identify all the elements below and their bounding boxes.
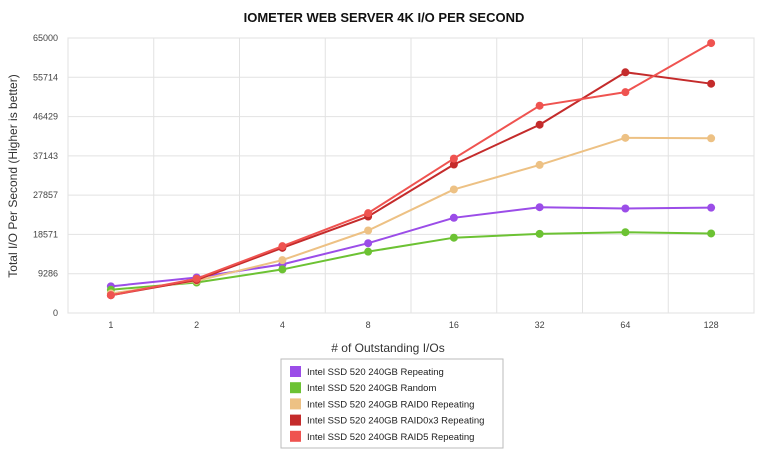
data-point [535,203,544,212]
data-point [449,185,458,194]
data-point [707,203,716,212]
legend-swatch [290,398,301,410]
data-point [707,39,716,48]
data-point [621,228,630,237]
legend-label: Intel SSD 520 240GB Repeating [307,367,444,378]
series-group [106,228,716,294]
y-tick-label: 0 [53,308,58,318]
data-point [278,256,287,265]
data-point [535,120,544,129]
data-point [535,229,544,238]
chart-legend: Intel SSD 520 240GB Repeating Intel SSD 5… [280,358,504,449]
y-tick-label: 46429 [33,112,58,122]
legend-label: Intel SSD 520 240GB RAID0 Repeating [307,399,474,410]
y-tick-label: 37143 [33,151,58,161]
x-tick-label: 8 [366,320,371,330]
data-point [621,88,630,97]
y-tick-label: 55714 [33,72,58,82]
data-point [707,229,716,238]
data-point [278,265,287,274]
chart-series [106,39,716,300]
data-point [364,247,373,256]
series-line [110,71,712,297]
data-point [621,133,630,142]
x-axis-label: # of Outstanding I/Os [331,341,444,355]
x-tick-label: 1 [108,320,113,330]
legend-swatch [290,366,301,377]
y-tick-label: 9286 [38,269,58,279]
series-line [110,42,712,297]
data-point [449,154,458,163]
chart-grid [67,37,755,314]
x-tick-label: 64 [620,320,630,330]
y-axis-ticks: 0 9286 18571 27857 37143 46429 55714 65000 [33,33,58,318]
x-tick-label: 2 [194,320,199,330]
legend-label: Intel SSD 520 240GB RAID0x3 Repeating [307,416,484,427]
data-point [449,233,458,242]
data-point [707,79,716,88]
x-axis-ticks: 1 2 4 8 16 32 64 128 [108,320,718,330]
legend-swatch [290,430,301,442]
y-tick-label: 65000 [33,33,58,43]
data-point [621,204,630,213]
data-point [364,209,373,218]
series-group [106,39,716,300]
x-tick-label: 32 [535,320,545,330]
y-axis-label: Total I/O Per Second (Higher is better) [6,74,20,277]
legend-swatch [290,382,301,394]
legend-box [280,358,504,449]
data-point [364,226,373,235]
data-point [707,134,716,143]
legend-label: Intel SSD 520 240GB Random [307,383,436,394]
series-line [110,136,712,295]
y-tick-label: 27857 [33,190,58,200]
series-line [110,231,712,291]
x-tick-label: 128 [704,320,719,330]
data-point [449,213,458,222]
data-point [621,68,630,77]
y-tick-label: 18571 [33,229,58,239]
data-point [535,101,544,110]
data-point [278,242,287,251]
data-point [192,274,201,283]
legend-swatch [290,414,301,426]
legend-label: Intel SSD 520 240GB RAID5 Repeating [307,432,474,443]
x-tick-label: 16 [449,320,459,330]
data-point [364,239,373,248]
chart-title: IOMETER WEB SERVER 4K I/O PER SECOND [244,10,525,25]
data-point [449,160,458,169]
data-point [535,160,544,169]
x-tick-label: 4 [280,320,285,330]
data-point [106,291,115,300]
